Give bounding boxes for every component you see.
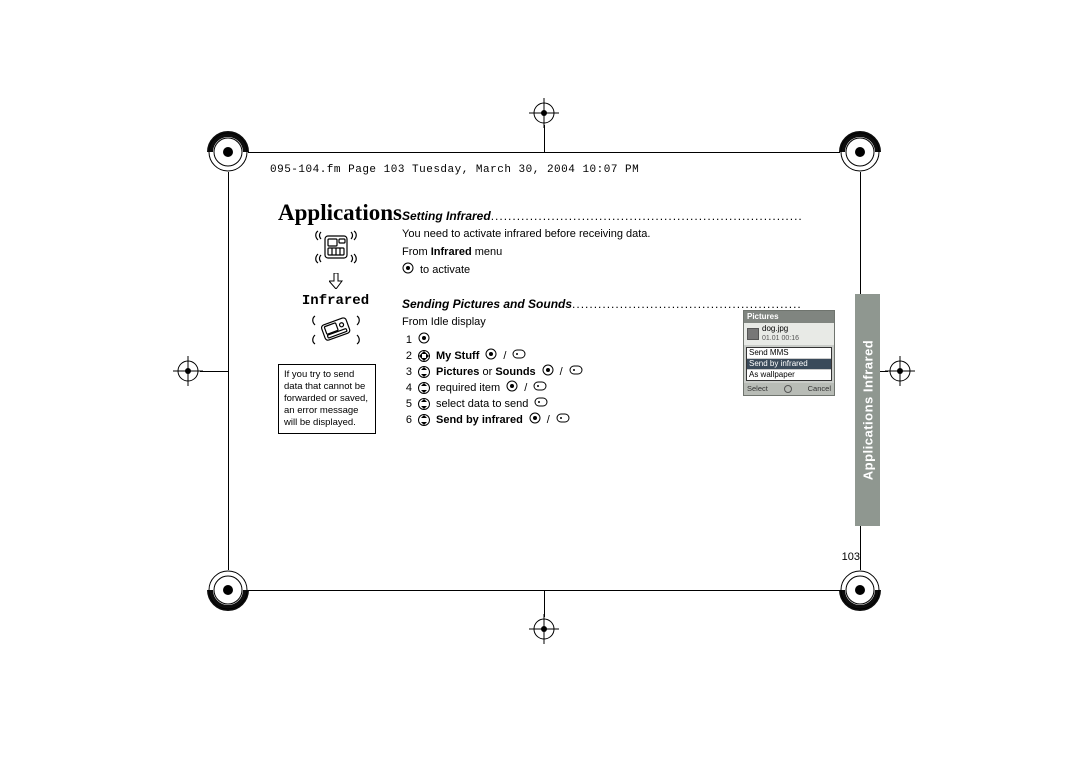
reg-mark-br <box>839 569 881 611</box>
infrared-label: Infrared <box>278 293 393 309</box>
slash: / <box>503 348 506 364</box>
reg-mark-tl <box>207 131 249 173</box>
menu-item: As wallpaper <box>747 370 831 380</box>
softkey-right: Cancel <box>808 384 831 394</box>
step-num: 3 <box>402 364 412 380</box>
setting-steps: to activate <box>402 262 802 278</box>
phone-screenshot: Pictures dog.jpg 01.01 00:16 Send MMS Se… <box>743 310 835 396</box>
note-box: If you try to send data that cannot be f… <box>278 364 376 434</box>
phone-file-row: dog.jpg 01.01 00:16 <box>744 323 834 345</box>
menu-item: Send MMS <box>747 348 831 359</box>
step-num: 2 <box>402 348 412 364</box>
slash: / <box>547 412 550 428</box>
slash: / <box>524 380 527 396</box>
crosshair-left <box>173 356 203 386</box>
step-text: required item <box>436 380 500 396</box>
phone-softkeys: Select Cancel <box>744 383 834 395</box>
heading-label: Sending Pictures and Sounds <box>402 297 572 311</box>
reg-mark-tr <box>839 131 881 173</box>
step-text: select data to send <box>436 396 528 412</box>
step-num: 5 <box>402 396 412 412</box>
phone-filename: dog.jpg <box>762 324 831 334</box>
softkey-icon <box>512 348 526 364</box>
applications-icon <box>278 230 393 269</box>
heading-label: Setting Infrared <box>402 209 491 223</box>
softkey-mid-icon <box>784 385 792 393</box>
applications-title: Applications <box>278 200 393 226</box>
slash: / <box>560 364 563 380</box>
crop-conn-top <box>544 125 545 152</box>
nav-vert-icon <box>418 382 430 394</box>
phone-title: Pictures <box>744 311 834 323</box>
side-tab-label: Applications Infrared <box>860 340 875 481</box>
down-arrow-icon <box>278 273 393 291</box>
crosshair-top <box>529 98 559 128</box>
step-num: 1 <box>402 332 412 348</box>
softkey-left: Select <box>747 384 768 394</box>
reg-mark-bl <box>207 569 249 611</box>
side-column: Applications Infrared <box>278 200 393 434</box>
leader-dots: ........................................… <box>572 297 802 311</box>
softkey-icon <box>569 364 583 380</box>
step-num: 6 <box>402 412 412 428</box>
center-key-icon <box>402 262 414 279</box>
section-setting-infrared: Setting Infrared........................… <box>402 208 802 224</box>
center-key-icon <box>506 380 518 397</box>
to-activate-label: to activate <box>420 262 470 278</box>
from-idle-display: From Idle display <box>402 314 802 330</box>
center-key-icon <box>418 332 430 349</box>
leader-dots: ........................................… <box>491 209 802 223</box>
nav-icon <box>418 350 430 362</box>
nav-vert-icon <box>418 414 430 426</box>
softkey-icon <box>534 396 548 412</box>
section-sending: Sending Pictures and Sounds.............… <box>402 296 802 312</box>
softkey-icon <box>533 380 547 396</box>
crop-line-left <box>228 172 229 570</box>
nav-vert-icon <box>418 398 430 410</box>
side-tab: Applications Infrared <box>855 294 880 526</box>
crop-conn-bottom <box>544 590 545 617</box>
crosshair-bottom <box>529 614 559 644</box>
center-key-icon <box>529 412 541 429</box>
sending-steps: 1 2 My Stuff / 3 Pictures or Sounds / 4 … <box>402 332 802 428</box>
setting-intro: You need to activate infrared before rec… <box>402 226 802 242</box>
step-num: 4 <box>402 380 412 396</box>
step-text: Send by infrared <box>436 412 523 428</box>
infrared-icon <box>278 313 393 352</box>
page-number: 103 <box>842 551 860 563</box>
softkey-icon <box>556 412 570 428</box>
crosshair-right <box>885 356 915 386</box>
center-key-icon <box>485 348 497 365</box>
step-text: My Stuff <box>436 348 479 364</box>
menu-item-selected: Send by infrared <box>747 359 831 370</box>
center-key-icon <box>542 364 554 381</box>
crop-conn-left <box>200 371 228 372</box>
nav-vert-icon <box>418 366 430 378</box>
phone-menu: Send MMS Send by infrared As wallpaper <box>746 347 832 381</box>
from-infrared-menu: From Infrared menu <box>402 244 802 260</box>
thumb-icon <box>747 328 759 340</box>
phone-meta: 01.01 00:16 <box>762 334 831 344</box>
crop-line-top <box>248 152 840 153</box>
body-column: Setting Infrared........................… <box>402 208 802 436</box>
print-header: 095-104.fm Page 103 Tuesday, March 30, 2… <box>270 164 639 176</box>
